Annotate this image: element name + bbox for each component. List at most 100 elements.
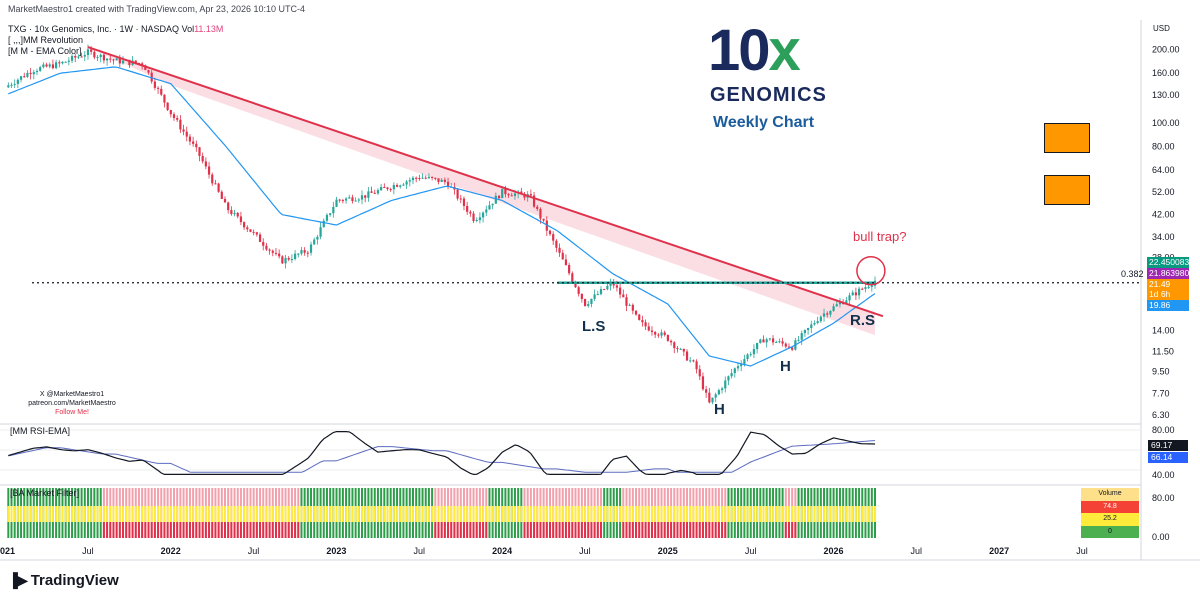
left-shoulder-label: L.S <box>582 318 606 335</box>
candle-body <box>532 195 536 207</box>
candle-body <box>354 200 357 202</box>
candle-body <box>10 84 13 86</box>
candle-body <box>274 252 278 254</box>
price-tick-label: 34.00 <box>1152 232 1175 242</box>
filter-bar-low <box>568 522 571 538</box>
trendline-ribbon <box>87 47 875 336</box>
candle-body <box>609 282 612 286</box>
filter-bar-mid <box>450 506 453 522</box>
candle-body <box>826 313 829 315</box>
indicator-ema-color[interactable]: [M M - EMA Color] <box>8 46 82 56</box>
filter-bar-low <box>784 522 787 538</box>
filter-bar-low <box>670 522 673 538</box>
candle-body <box>568 265 571 274</box>
filter-bar-low <box>654 522 657 538</box>
candle-body <box>160 88 163 95</box>
candle-body <box>74 56 77 58</box>
candle-body <box>421 177 424 179</box>
filter-bar-low <box>644 522 647 538</box>
filter-bar-mid <box>781 506 784 522</box>
candle-body <box>102 54 106 61</box>
filter-bar-mid <box>93 506 96 522</box>
volume-label: Vol <box>181 24 195 34</box>
candle-body <box>262 241 265 246</box>
oscillator-title[interactable]: [MM RSI-EMA] <box>10 426 70 436</box>
market-filter-title[interactable]: [BA Market Filter] <box>10 488 80 498</box>
candle-body <box>475 219 478 221</box>
filter-bar-mid <box>434 506 437 522</box>
candle-body <box>399 185 402 187</box>
chart-subtitle: Weekly Chart <box>713 114 815 131</box>
filter-bar-low <box>443 522 446 538</box>
filter-bar-low <box>622 522 625 538</box>
filter-bar-mid <box>64 506 67 522</box>
filter-bar-low <box>628 522 631 538</box>
filter-bar-mid <box>660 506 663 522</box>
filter-bar-mid <box>182 506 185 522</box>
filter-bar-low <box>721 522 724 538</box>
candle-body <box>724 380 727 389</box>
filter-bar-mid <box>239 506 242 522</box>
candle-body <box>727 376 730 381</box>
candle-body <box>552 234 555 241</box>
filter-bar-mid <box>51 506 54 522</box>
candle-body <box>440 179 443 182</box>
filter-bar-mid <box>144 506 147 522</box>
filter-bar-mid <box>784 506 787 522</box>
candle-body <box>542 218 545 221</box>
filter-bar-mid <box>115 506 118 522</box>
candle-body <box>507 194 510 196</box>
filter-bar-low <box>106 522 109 538</box>
filter-bar-mid <box>211 506 214 522</box>
filter-bar-low <box>233 522 236 538</box>
candle-body <box>316 236 319 240</box>
filter-tick: 80.00 <box>1152 493 1175 503</box>
filter-bar-mid <box>376 506 379 522</box>
time-tick-label: Jul <box>82 546 94 556</box>
filter-bar-mid <box>122 506 125 522</box>
filter-bar-mid <box>768 506 771 522</box>
candle-body <box>290 258 294 260</box>
filter-bar-low <box>198 522 201 538</box>
filter-bar-mid <box>348 506 351 522</box>
filter-bar-mid <box>663 506 666 522</box>
filter-bar-mid <box>249 506 252 522</box>
filter-bar-low <box>284 522 287 538</box>
filter-bar-mid <box>507 506 510 522</box>
candle-body <box>35 70 39 73</box>
candle-body <box>360 195 364 200</box>
candle-body <box>287 257 290 260</box>
candle-body <box>682 348 685 352</box>
candle-body <box>555 240 558 248</box>
filter-bar-low <box>689 522 692 538</box>
candle-body <box>650 330 654 333</box>
filter-bar-mid <box>303 506 306 522</box>
time-tick-label: Jul <box>1076 546 1088 556</box>
candle-body <box>163 94 166 103</box>
candle-body <box>58 62 61 64</box>
candle-body <box>105 58 109 61</box>
filter-bar-mid <box>166 506 169 522</box>
candle-body <box>258 234 262 242</box>
filter-bar-mid <box>415 506 418 522</box>
filter-bar-mid <box>29 506 32 522</box>
candle-body <box>341 200 344 202</box>
filter-bar-mid <box>26 506 29 522</box>
filter-bar-mid <box>39 506 42 522</box>
candle-body <box>510 195 513 197</box>
filter-bar-mid <box>599 506 602 522</box>
filter-bar-mid <box>520 506 523 522</box>
time-tick-label: 2023 <box>326 546 346 556</box>
candle-body <box>698 369 701 377</box>
filter-bar-mid <box>584 506 587 522</box>
indicator-mm-revolution[interactable]: [ ,,,]MM Revolution <box>8 35 84 45</box>
filter-bar-low <box>230 522 233 538</box>
legend-row-red: 74.8 <box>1081 500 1139 513</box>
filter-bar-mid <box>86 506 89 522</box>
tradingview-logo[interactable]: ▐▶ TradingView <box>8 572 119 589</box>
candle-body <box>252 231 255 233</box>
filter-bar-mid <box>383 506 386 522</box>
filter-bar-mid <box>746 506 749 522</box>
filter-bar-mid <box>752 506 755 522</box>
